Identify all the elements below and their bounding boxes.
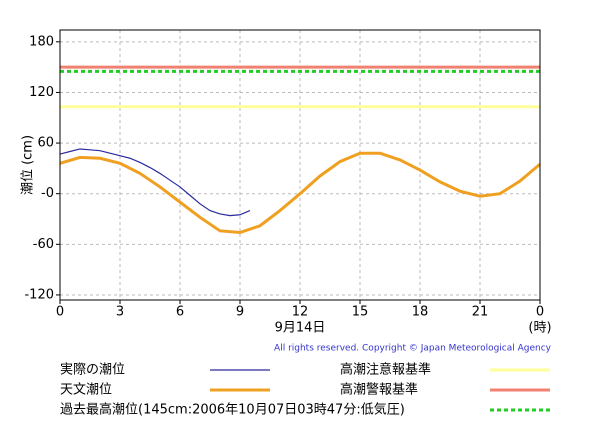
series-line bbox=[59, 151, 541, 235]
x-tick-label: 12 bbox=[292, 305, 309, 320]
x-tick-label: 18 bbox=[412, 305, 429, 320]
x-tick-label: 0 bbox=[56, 305, 64, 320]
legend-label: 実際の潮位 bbox=[60, 362, 125, 378]
y-tick-label: 60 bbox=[37, 136, 54, 151]
y-axis-label: 潮位 (cm) bbox=[21, 135, 36, 195]
x-axis-label: 9月14日 bbox=[275, 321, 326, 336]
y-tick-label: 180 bbox=[29, 34, 54, 49]
x-tick-label: 0 bbox=[536, 305, 544, 320]
x-unit: (時) bbox=[528, 321, 551, 336]
y-tick-label: -0 bbox=[41, 186, 54, 201]
x-tick-label: 15 bbox=[352, 305, 369, 320]
series-line bbox=[59, 148, 251, 217]
copyright: All rights reserved. Copyright © Japan M… bbox=[274, 344, 552, 354]
x-tick-label: 6 bbox=[176, 305, 184, 320]
x-tick-label: 9 bbox=[236, 305, 244, 320]
legend-label: 高潮注意報基準 bbox=[340, 362, 431, 378]
y-tick-label: 120 bbox=[29, 85, 54, 100]
legend-label: 天文潮位 bbox=[60, 383, 112, 398]
plot-frame bbox=[59, 29, 541, 301]
x-tick-label: 3 bbox=[116, 305, 124, 320]
legend-label: 過去最高潮位(145cm:2006年10月07日03時47分:低気圧) bbox=[60, 402, 405, 418]
y-tick-label: -60 bbox=[33, 237, 54, 252]
y-tick-label: -120 bbox=[24, 287, 54, 302]
x-tick-label: 21 bbox=[472, 305, 489, 320]
legend-label: 高潮警報基準 bbox=[340, 382, 418, 398]
